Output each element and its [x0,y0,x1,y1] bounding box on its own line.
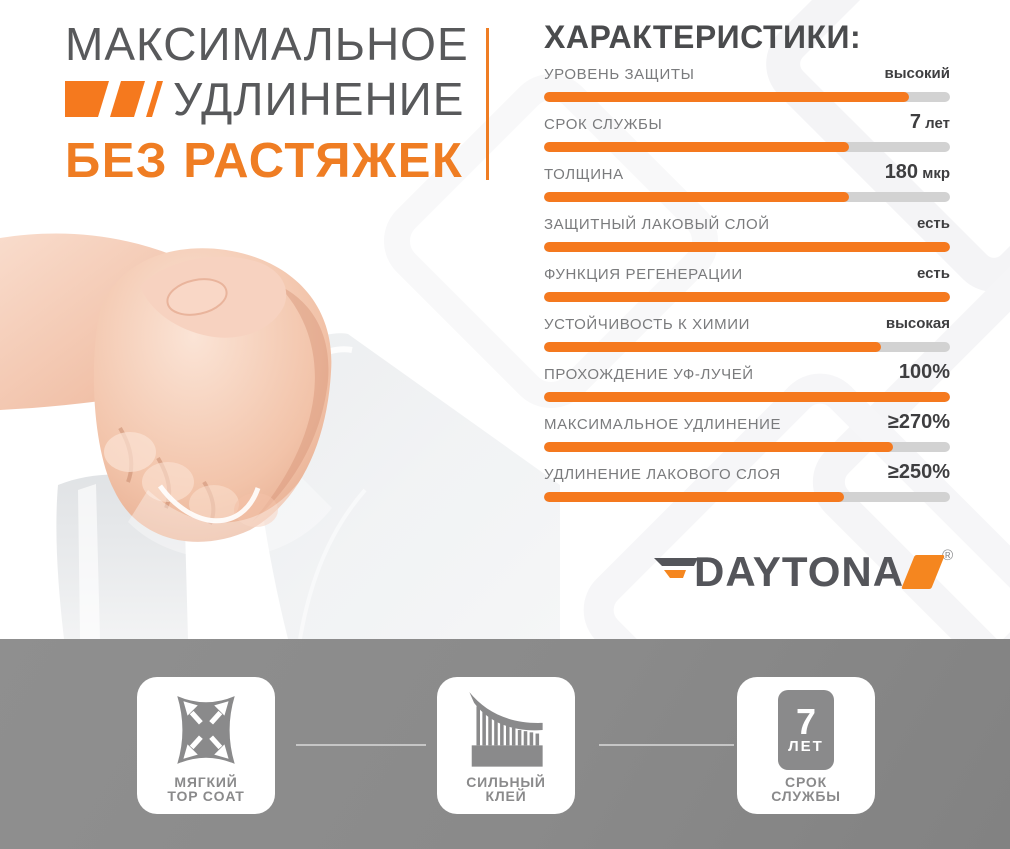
brand-mark-icon [65,81,163,117]
spec-label: ФУНКЦИЯ РЕГЕНЕРАЦИИ [544,266,743,283]
spec-label: ПРОХОЖДЕНИЕ УФ-ЛУЧЕЙ [544,366,754,383]
brand-logo: DAYTONA ® [652,547,954,595]
spec-bar-fill [544,292,950,302]
spec-value: высокая [885,315,950,332]
spec-bar-track [544,192,950,202]
spec-bar-fill [544,392,950,402]
spec-bar-track [544,442,950,452]
spec-bar-fill [544,92,910,102]
spec-row: ПРОХОЖДЕНИЕ УФ-ЛУЧЕЙ 100% [544,361,950,417]
specs-heading: ХАРАКТЕРИСТИКИ: [544,19,862,55]
feature-band: МЯГКИЙ TOP COAT [0,639,1010,849]
seven-years-badge: 7 ЛЕТ [778,690,834,770]
spec-label: ЗАЩИТНЫЙ ЛАКОВЫЙ СЛОЙ [544,216,770,233]
specs-panel: ХАРАКТЕРИСТИКИ: УРОВЕНЬ ЗАЩИТЫ высокий СРО… [544,18,950,502]
spec-row: ФУНКЦИЯ РЕГЕНЕРАЦИИ есть [544,265,950,317]
spec-row: ЗАЩИТНЫЙ ЛАКОВЫЙ СЛОЙ есть [544,215,950,267]
stretch-arrows-icon [177,696,235,764]
spec-value: 100% [898,361,950,383]
spec-bar-track [544,292,950,302]
spec-bar-track [544,492,950,502]
headline-divider [486,28,489,180]
adhesive-peel-icon [469,692,543,767]
logo-wing-icon [654,558,698,578]
spec-value: высокий [884,65,951,82]
spec-label: СРОК СЛУЖБЫ [544,116,663,133]
spec-bar-fill [544,192,849,202]
spec-value: 180 мкр [884,161,950,183]
registered-mark: ® [942,547,954,564]
spec-value: есть [916,215,950,232]
connector-line [296,744,426,746]
spec-row: СРОК СЛУЖБЫ 7 лет [544,111,950,167]
spec-bar-fill [544,142,849,152]
feature-card-soft-topcoat: МЯГКИЙ TOP COAT [137,677,275,814]
feature-card-strong-glue: СИЛЬНЫЙ КЛЕЙ [437,677,575,814]
headline: МАКСИМАЛЬНОЕ УДЛИНЕНИЕ БЕЗ РАСТЯЖЕК [65,18,495,186]
spec-bar-fill [544,492,845,502]
spec-label: ТОЛЩИНА [544,166,624,183]
spec-row: МАКСИМАЛЬНОЕ УДЛИНЕНИЕ ≥270% [544,411,950,467]
spec-label: УСТОЙЧИВОСТЬ К ХИМИИ [544,316,751,333]
spec-row: УРОВЕНЬ ЗАЩИТЫ высокий [544,65,951,117]
hand-stretching-film-photo [0,233,560,639]
spec-bar-track [544,142,950,152]
spec-label: УДЛИНЕНИЕ ЛАКОВОГО СЛОЯ [544,466,781,483]
logo-slash-icon [901,555,945,589]
spec-row: УСТОЙЧИВОСТЬ К ХИМИИ высокая [544,315,950,367]
page-title-line2: УДЛИНЕНИЕ [173,73,465,125]
page-title-line1: МАКСИМАЛЬНОЕ [65,18,469,70]
spec-bar-track [544,392,950,402]
spec-bar-track [544,342,950,352]
spec-bar-track [544,92,950,102]
feature-label: СРОК СЛУЖБЫ [771,774,841,804]
page-title-accent: БЕЗ РАСТЯЖЕК [65,134,464,188]
spec-value: есть [916,265,950,282]
spec-value: ≥250% [887,461,950,483]
spec-label: МАКСИМАЛЬНОЕ УДЛИНЕНИЕ [544,416,782,433]
feature-label: СИЛЬНЫЙ КЛЕЙ [466,774,546,804]
spec-value: ≥270% [887,411,950,433]
spec-bar-fill [544,342,881,352]
connector-line [599,744,734,746]
spec-bar-fill [544,242,950,252]
spec-label: УРОВЕНЬ ЗАЩИТЫ [544,66,695,83]
spec-bar-track [544,242,950,252]
brand-name: DAYTONA [694,548,905,595]
spec-value: 7 лет [909,111,950,133]
feature-label: МЯГКИЙ TOP COAT [167,774,245,804]
spec-bar-fill [544,442,894,452]
feature-card-service-life: 7 ЛЕТ СРОК СЛУЖБЫ [737,677,875,814]
spec-rows: УРОВЕНЬ ЗАЩИТЫ высокий СРОК СЛУЖБЫ 7 лет ТОЛ… [544,65,951,517]
spec-row: ТОЛЩИНА 180 мкр [544,161,950,217]
spec-row: УДЛИНЕНИЕ ЛАКОВОГО СЛОЯ ≥250% [544,461,950,517]
